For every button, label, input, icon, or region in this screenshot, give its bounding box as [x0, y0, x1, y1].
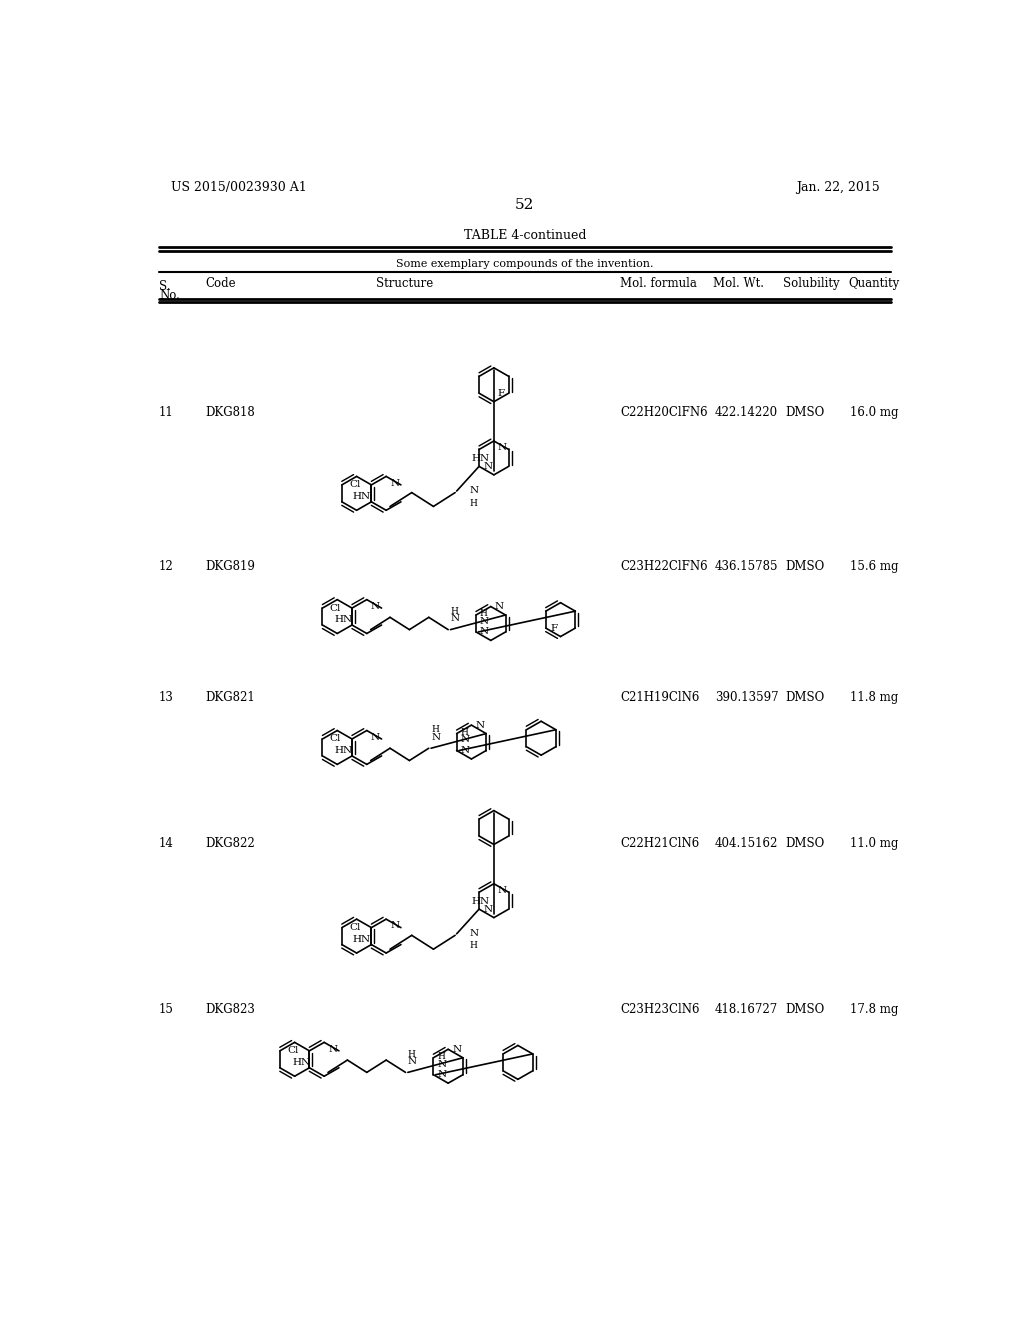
Text: N: N: [495, 602, 504, 611]
Text: DKG819: DKG819: [206, 560, 255, 573]
Text: 13: 13: [159, 690, 174, 704]
Text: DMSO: DMSO: [785, 407, 824, 418]
Text: 52: 52: [515, 198, 535, 211]
Text: DMSO: DMSO: [785, 690, 824, 704]
Text: HN: HN: [292, 1059, 310, 1067]
Text: 11: 11: [159, 407, 174, 418]
Text: US 2015/0023930 A1: US 2015/0023930 A1: [171, 181, 306, 194]
Text: HN: HN: [472, 454, 490, 463]
Text: Cl: Cl: [349, 923, 360, 932]
Text: N: N: [437, 1060, 446, 1069]
Text: H: H: [451, 607, 459, 615]
Text: N: N: [498, 444, 507, 453]
Text: C22H21ClN6: C22H21ClN6: [621, 837, 699, 850]
Text: 12: 12: [159, 560, 174, 573]
Text: Structure: Structure: [376, 277, 433, 290]
Text: N: N: [371, 602, 380, 611]
Text: Jan. 22, 2015: Jan. 22, 2015: [796, 181, 880, 194]
Text: N: N: [371, 733, 380, 742]
Text: Mol. formula: Mol. formula: [621, 277, 697, 290]
Text: 422.14220: 422.14220: [715, 407, 778, 418]
Text: Solubility: Solubility: [783, 277, 840, 290]
Text: 11.0 mg: 11.0 mg: [850, 837, 899, 850]
Text: N: N: [451, 615, 460, 623]
Text: DKG821: DKG821: [206, 690, 255, 704]
Text: H: H: [469, 941, 477, 950]
Text: N: N: [431, 733, 440, 742]
Text: 15.6 mg: 15.6 mg: [850, 560, 899, 573]
Text: Cl: Cl: [330, 603, 341, 612]
Text: Cl: Cl: [287, 1047, 299, 1055]
Text: DMSO: DMSO: [785, 560, 824, 573]
Text: C23H23ClN6: C23H23ClN6: [621, 1003, 699, 1016]
Text: DKG823: DKG823: [206, 1003, 255, 1016]
Text: C21H19ClN6: C21H19ClN6: [621, 690, 699, 704]
Text: H: H: [437, 1052, 445, 1061]
Text: TABLE 4-continued: TABLE 4-continued: [464, 228, 586, 242]
Text: S.: S.: [159, 280, 171, 293]
Text: DKG818: DKG818: [206, 407, 255, 418]
Text: Cl: Cl: [349, 480, 360, 490]
Text: DMSO: DMSO: [785, 837, 824, 850]
Text: 390.13597: 390.13597: [715, 690, 778, 704]
Text: HN: HN: [352, 492, 371, 502]
Text: N: N: [437, 1071, 446, 1080]
Text: HN: HN: [352, 935, 371, 944]
Text: 14: 14: [159, 837, 174, 850]
Text: 418.16727: 418.16727: [715, 1003, 778, 1016]
Text: N: N: [498, 886, 507, 895]
Text: N: N: [461, 746, 470, 755]
Text: Quantity: Quantity: [849, 277, 900, 290]
Text: H: H: [431, 726, 439, 734]
Text: 404.15162: 404.15162: [715, 837, 778, 850]
Text: N: N: [469, 928, 478, 937]
Text: N: N: [461, 735, 470, 744]
Text: N: N: [390, 479, 399, 487]
Text: HN: HN: [335, 746, 353, 755]
Text: N: N: [483, 904, 493, 913]
Text: N: N: [328, 1044, 337, 1053]
Text: 11.8 mg: 11.8 mg: [850, 690, 898, 704]
Text: HN: HN: [335, 615, 353, 624]
Text: N: N: [480, 616, 489, 626]
Text: No.: No.: [159, 289, 180, 302]
Text: H: H: [469, 499, 477, 508]
Text: N: N: [469, 486, 478, 495]
Text: DMSO: DMSO: [785, 1003, 824, 1016]
Text: N: N: [452, 1045, 461, 1053]
Text: N: N: [390, 921, 399, 931]
Text: 436.15785: 436.15785: [715, 560, 778, 573]
Text: HN: HN: [472, 898, 490, 906]
Text: Mol. Wt.: Mol. Wt.: [713, 277, 764, 290]
Text: N: N: [483, 462, 493, 471]
Text: DKG822: DKG822: [206, 837, 255, 850]
Text: 16.0 mg: 16.0 mg: [850, 407, 899, 418]
Text: F: F: [551, 623, 557, 632]
Text: H: H: [480, 609, 487, 618]
Text: 15: 15: [159, 1003, 174, 1016]
Text: N: N: [408, 1057, 417, 1067]
Text: H: H: [408, 1049, 416, 1059]
Text: N: N: [475, 721, 484, 730]
Text: F: F: [498, 389, 505, 397]
Text: C23H22ClFN6: C23H22ClFN6: [621, 560, 708, 573]
Text: Some exemplary compounds of the invention.: Some exemplary compounds of the inventio…: [396, 259, 653, 269]
Text: Cl: Cl: [330, 734, 341, 743]
Text: 17.8 mg: 17.8 mg: [850, 1003, 899, 1016]
Text: Code: Code: [206, 277, 237, 290]
Text: C22H20ClFN6: C22H20ClFN6: [621, 407, 708, 418]
Text: H: H: [461, 727, 468, 737]
Text: N: N: [480, 627, 489, 636]
